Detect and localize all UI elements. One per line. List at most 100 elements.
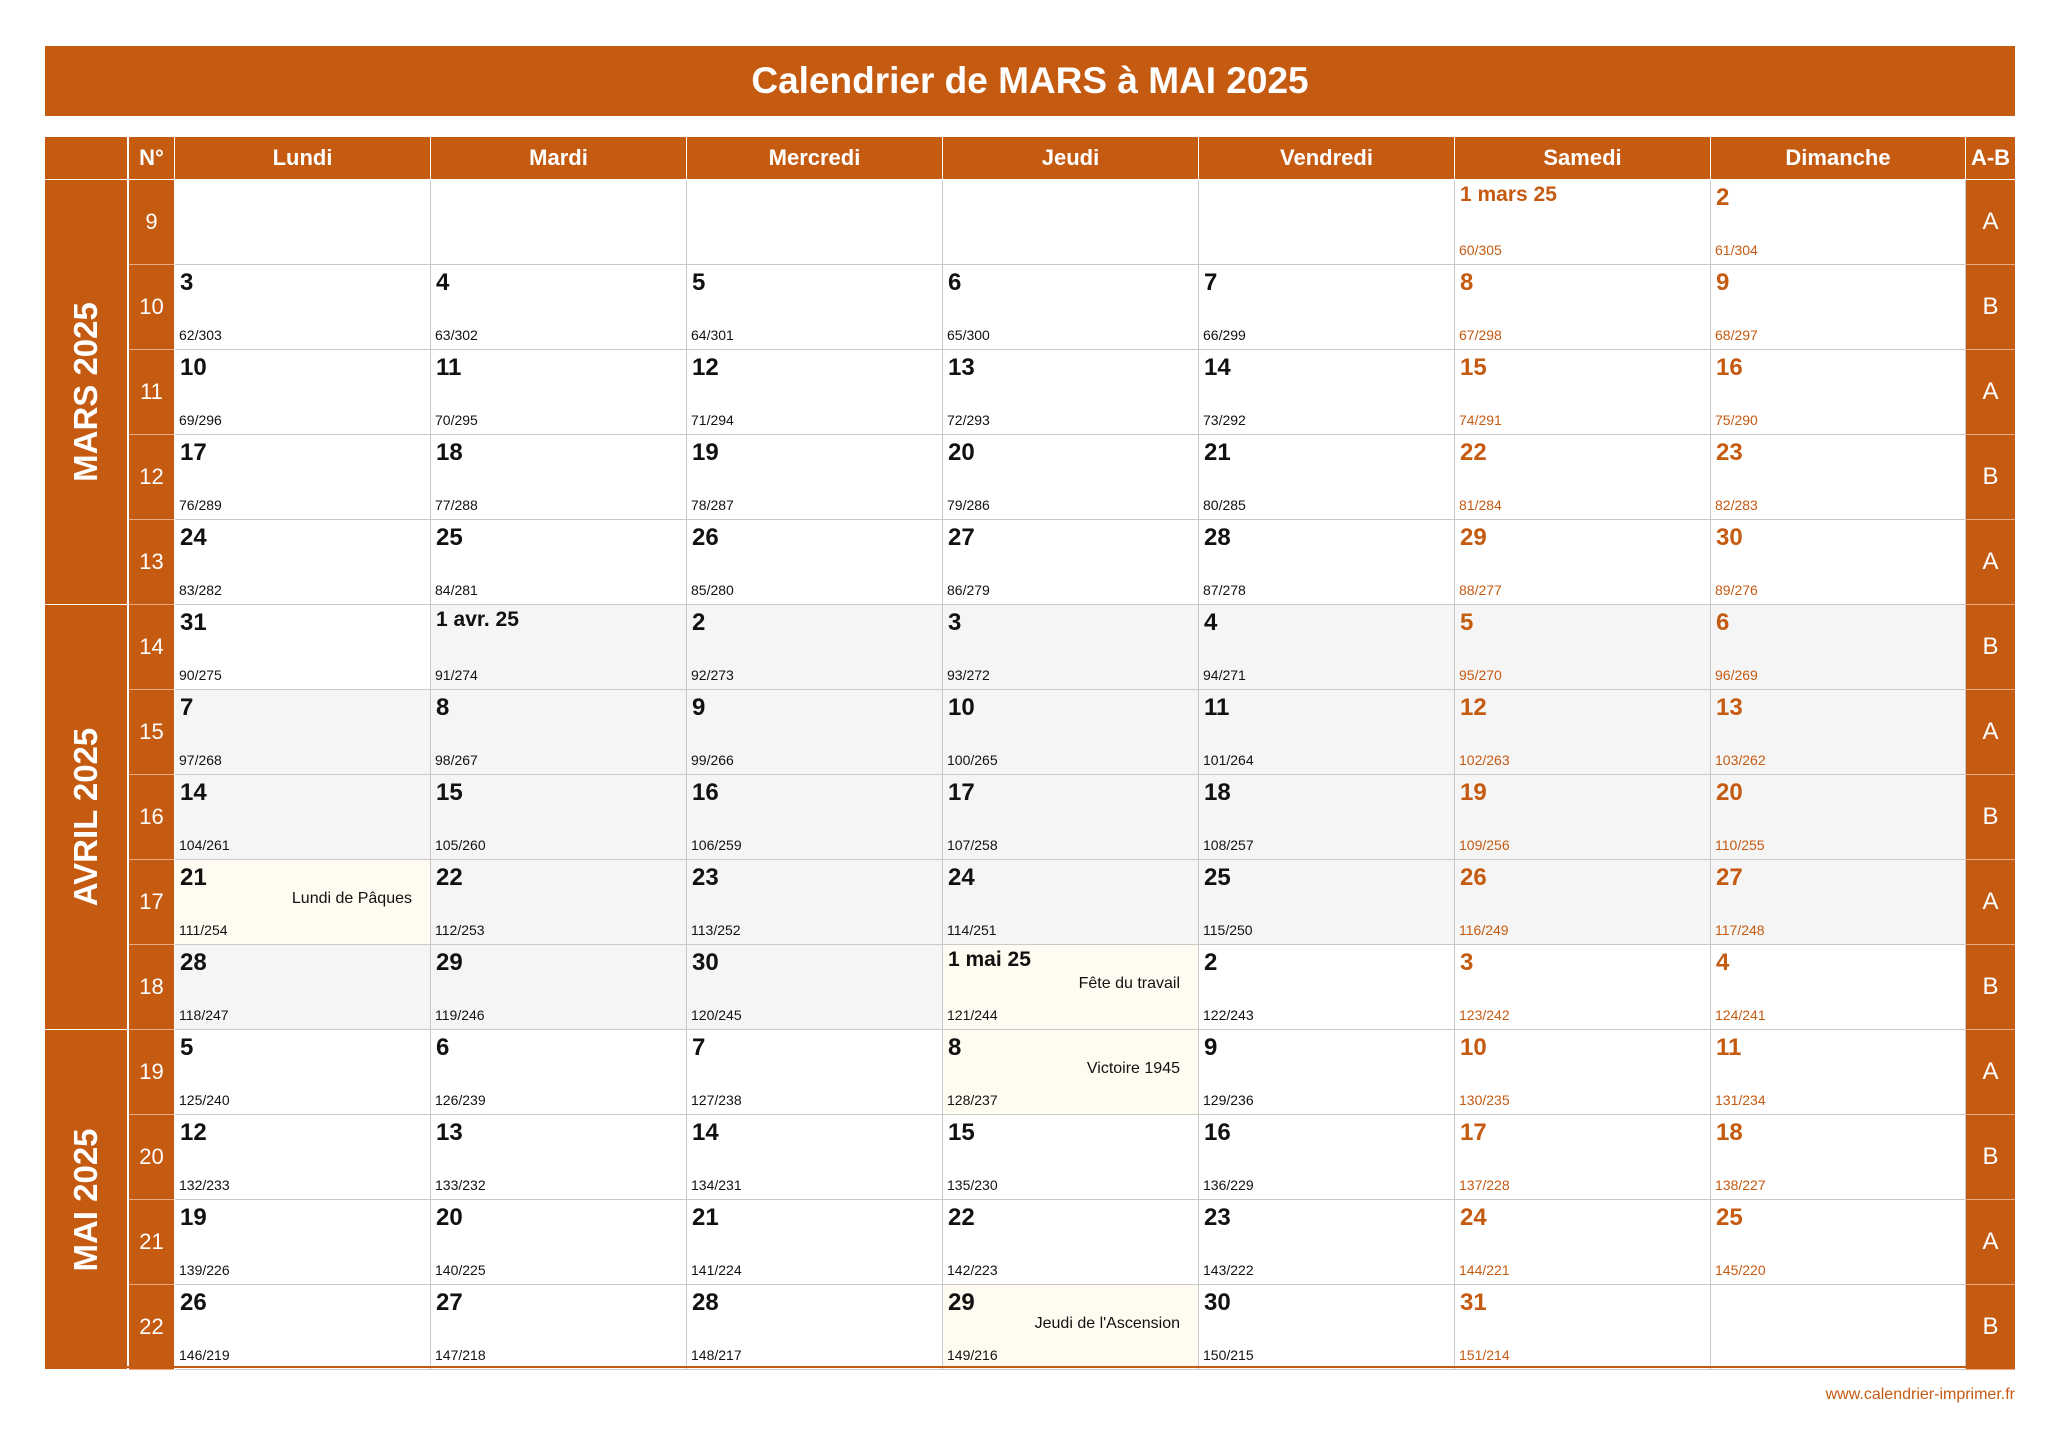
day-cell: [943, 180, 1199, 265]
day-of-year: 145/220: [1715, 1262, 1766, 1278]
calendar-title: Calendrier de MARS à MAI 2025: [45, 46, 2015, 116]
day-of-year: 61/304: [1715, 242, 1758, 258]
day-cell: 27 117/248: [1711, 860, 1966, 945]
day-of-year: 133/232: [435, 1177, 486, 1193]
holiday-label: Jeudi de l'Ascension: [1034, 1315, 1180, 1332]
day-cell: 12 71/294: [687, 350, 943, 435]
day-cell: 4 94/271: [1199, 605, 1455, 690]
day-number: 11: [1716, 1034, 1742, 1061]
day-number: 25: [436, 524, 463, 551]
day-of-year: 68/297: [1715, 327, 1758, 343]
holiday-label: Fête du travail: [1078, 975, 1180, 992]
day-of-year: 97/268: [179, 752, 222, 768]
day-of-year: 118/247: [179, 1007, 229, 1023]
day-number: 18: [436, 439, 463, 466]
day-cell: 25 145/220: [1711, 1200, 1966, 1285]
day-number: 3: [948, 609, 962, 636]
day-of-year: 139/226: [179, 1262, 230, 1278]
day-number: 23: [692, 864, 719, 891]
day-cell: 24 83/282: [175, 520, 431, 605]
day-of-year: 111/254: [179, 922, 228, 938]
day-cell: 17 107/258: [943, 775, 1199, 860]
day-number: 3: [1460, 949, 1474, 976]
header-jeudi: Jeudi: [943, 137, 1198, 179]
day-of-year: 84/281: [435, 582, 478, 598]
header-dimanche: Dimanche: [1711, 137, 1965, 179]
day-cell: 8 98/267: [431, 690, 687, 775]
week-ab: A: [1966, 1030, 2015, 1115]
day-number: 6: [436, 1034, 450, 1061]
day-cell: 9 68/297: [1711, 265, 1966, 350]
day-number: 15: [948, 1119, 975, 1146]
day-of-year: 108/257: [1203, 837, 1254, 853]
day-of-year: 82/283: [1715, 497, 1758, 513]
day-number: 6: [1716, 609, 1730, 636]
day-cell: 18 77/288: [431, 435, 687, 520]
day-cell: [431, 180, 687, 265]
day-of-year: 137/228: [1459, 1177, 1510, 1193]
header-mardi: Mardi: [431, 137, 686, 179]
day-cell: 26 116/249: [1455, 860, 1711, 945]
day-cell: 1 avr. 25 91/274: [431, 605, 687, 690]
footer-website[interactable]: www.calendrier-imprimer.fr: [1825, 1386, 2015, 1403]
day-cell: 29 119/246: [431, 945, 687, 1030]
day-of-year: 79/286: [947, 497, 990, 513]
day-cell: 11 131/234: [1711, 1030, 1966, 1115]
week-ab: B: [1966, 775, 2015, 860]
month-label: AVRIL 2025: [67, 727, 104, 907]
day-of-year: 107/258: [947, 837, 998, 853]
month-label: MARS 2025: [67, 302, 104, 482]
day-of-year: 66/299: [1203, 327, 1246, 343]
day-cell: 20 140/225: [431, 1200, 687, 1285]
day-number: 29: [948, 1289, 975, 1316]
week-ab: A: [1966, 690, 2015, 775]
week-number: 11: [129, 350, 174, 435]
day-cell: 31 151/214: [1455, 1285, 1711, 1370]
day-cell: 3 93/272: [943, 605, 1199, 690]
day-number: 11: [436, 354, 462, 381]
week-ab: B: [1966, 1285, 2015, 1370]
week-number: 10: [129, 265, 174, 350]
day-of-year: 102/263: [1459, 752, 1510, 768]
day-number: 7: [1204, 269, 1218, 296]
day-cell: 25 115/250: [1199, 860, 1455, 945]
day-of-year: 147/218: [435, 1347, 486, 1363]
day-cell: 13 72/293: [943, 350, 1199, 435]
week-number: 15: [129, 690, 174, 775]
day-number: 10: [1460, 1034, 1487, 1061]
day-cell: 5 95/270: [1455, 605, 1711, 690]
day-number: 2: [1204, 949, 1218, 976]
day-of-year: 130/235: [1459, 1092, 1510, 1108]
day-cell: 24 144/221: [1455, 1200, 1711, 1285]
day-cell: 15 135/230: [943, 1115, 1199, 1200]
day-number: 28: [1204, 524, 1231, 551]
week-number: 20: [129, 1115, 174, 1200]
day-number: 2: [1716, 184, 1730, 211]
header-week-number: N°: [129, 137, 174, 179]
day-of-year: 103/262: [1715, 752, 1766, 768]
day-of-year: 100/265: [947, 752, 998, 768]
day-number: 30: [692, 949, 719, 976]
day-cell: 21 141/224: [687, 1200, 943, 1285]
day-cell: 23 143/222: [1199, 1200, 1455, 1285]
day-of-year: 65/300: [947, 327, 990, 343]
header-vendredi: Vendredi: [1199, 137, 1454, 179]
day-cell: 7 66/299: [1199, 265, 1455, 350]
day-cell: 14 73/292: [1199, 350, 1455, 435]
day-number: 14: [180, 779, 207, 806]
day-of-year: 146/219: [179, 1347, 230, 1363]
week-number: 9: [129, 180, 174, 265]
day-of-year: 128/237: [947, 1092, 998, 1108]
day-number: 1 mars 25: [1460, 183, 1557, 206]
day-cell: 23 82/283: [1711, 435, 1966, 520]
bottom-rule: [45, 1366, 2015, 1368]
day-of-year: 75/290: [1715, 412, 1758, 428]
day-cell: 16 75/290: [1711, 350, 1966, 435]
day-cell: 19 139/226: [175, 1200, 431, 1285]
day-of-year: 142/223: [947, 1262, 998, 1278]
day-cell: 21 80/285: [1199, 435, 1455, 520]
day-number: 29: [436, 949, 463, 976]
month-label: MAI 2025: [67, 1127, 104, 1272]
day-cell: 6 126/239: [431, 1030, 687, 1115]
day-cell: 28 87/278: [1199, 520, 1455, 605]
